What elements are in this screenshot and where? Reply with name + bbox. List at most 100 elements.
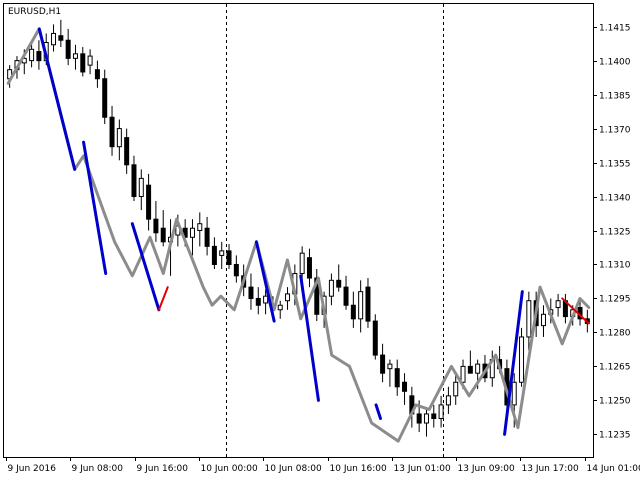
candle-body-bear	[153, 218, 159, 234]
candle	[72, 44, 78, 70]
candle	[160, 210, 166, 247]
candle	[65, 28, 71, 66]
candle-body-bull	[519, 336, 525, 383]
candle	[87, 49, 93, 75]
candle-body-bull	[387, 363, 393, 370]
candle	[431, 404, 437, 428]
candle	[445, 386, 451, 414]
candle-body-bear	[336, 279, 342, 288]
candle-body-bear	[402, 381, 408, 392]
candle-body-bull	[87, 55, 93, 66]
candle-body-bear	[109, 116, 115, 148]
time-tick-label: 9 Jun 2016	[8, 464, 57, 474]
time-tick-label: 10 Jun 16:00	[330, 464, 387, 474]
zigzag-red-line-segment	[157, 286, 169, 311]
zigzag-blue-line-segment	[130, 222, 161, 312]
candle	[189, 219, 195, 256]
candle	[219, 241, 225, 270]
candle-body-bear	[372, 320, 378, 356]
candle	[519, 327, 525, 387]
candle	[277, 300, 283, 319]
candle-body-bear	[211, 245, 217, 265]
candle-body-bull	[438, 404, 444, 419]
time-tick-label: 13 Jun 09:00	[458, 464, 515, 474]
price-tick-label: 1.1310	[599, 261, 631, 271]
candle-body-bull	[511, 381, 517, 406]
candle	[255, 287, 261, 315]
zigzag-red-line-segment	[561, 297, 590, 325]
candle-body-bull	[197, 223, 203, 232]
price-tick-label: 1.1250	[599, 397, 631, 407]
candle-body-bear	[467, 365, 473, 374]
candle	[372, 314, 378, 360]
candle	[387, 359, 393, 387]
zigzag-blue-line-segment	[82, 140, 108, 276]
candle-body-bull	[51, 32, 57, 46]
candle	[540, 305, 546, 337]
candle-body-bull	[285, 293, 291, 302]
candle	[146, 173, 152, 231]
candle	[204, 216, 210, 256]
candle	[394, 359, 400, 396]
price-tick-label: 1.1325	[599, 228, 631, 238]
price-axis: 1.1415 1.1400 1.1385 1.1370 1.1355 1.1340 1.13…	[593, 24, 631, 441]
candle-body-bear	[306, 257, 312, 279]
candle-body-bull	[453, 381, 459, 397]
candle-body-bear	[233, 263, 239, 277]
candle-body-bear	[350, 304, 356, 320]
candle-body-bull	[526, 300, 532, 338]
candle-body-bear	[80, 53, 86, 73]
candle	[438, 395, 444, 428]
candle-body-bull	[219, 250, 225, 256]
candle	[197, 212, 203, 247]
zigzag-blue-line-segment	[503, 290, 524, 436]
candle-body-bull	[277, 304, 283, 311]
candle	[350, 291, 356, 328]
zigzag-blue-line-segment	[254, 240, 276, 323]
price-tick-label: 1.1370	[599, 126, 631, 136]
price-tick-label: 1.1415	[599, 24, 631, 34]
candle-body-bear	[365, 286, 371, 322]
candle	[343, 275, 349, 310]
candle-body-bear	[65, 39, 71, 59]
candle-body-bear	[431, 413, 437, 419]
candle-body-bear	[380, 354, 386, 374]
candle	[153, 201, 159, 242]
candle-body-bear	[160, 227, 166, 243]
price-tick-label: 1.1340	[599, 194, 631, 204]
candle-body-bear	[58, 35, 64, 41]
candle	[358, 280, 364, 333]
time-tick-label: 13 Jun 01:00	[394, 464, 451, 474]
candle	[116, 119, 122, 161]
candle	[138, 169, 144, 211]
chart-title: EURUSD,H1	[8, 7, 61, 17]
candle	[365, 278, 371, 328]
candle-body-bull	[116, 128, 122, 148]
candle-body-bear	[416, 413, 422, 424]
price-tick-label: 1.1295	[599, 295, 631, 305]
time-tick-label: 10 Jun 08:00	[265, 464, 322, 474]
candle-body-bear	[146, 184, 152, 220]
candle-body-bear	[36, 51, 42, 62]
zigzag-blue-line-segment	[299, 274, 320, 402]
time-tick-label: 14 Jun 01:00	[587, 464, 640, 474]
candle-body-bull	[423, 413, 429, 424]
zigzag-blue-line-segment	[37, 27, 77, 171]
zigzag-blue-line-segment	[374, 403, 382, 420]
price-tick-label: 1.1400	[599, 58, 631, 68]
candle-body-bull	[555, 300, 561, 309]
candle-body-bear	[255, 297, 261, 306]
candle	[306, 248, 312, 288]
price-tick-label: 1.1265	[599, 363, 631, 373]
candle	[526, 291, 532, 351]
zigzag-series	[6, 27, 591, 443]
candle	[80, 47, 86, 77]
candle	[211, 237, 217, 270]
candle	[94, 60, 100, 88]
candle	[467, 350, 473, 374]
candle	[328, 273, 334, 306]
candle-body-bear	[94, 69, 100, 80]
candle	[402, 373, 408, 405]
candle-body-bear	[248, 286, 254, 299]
